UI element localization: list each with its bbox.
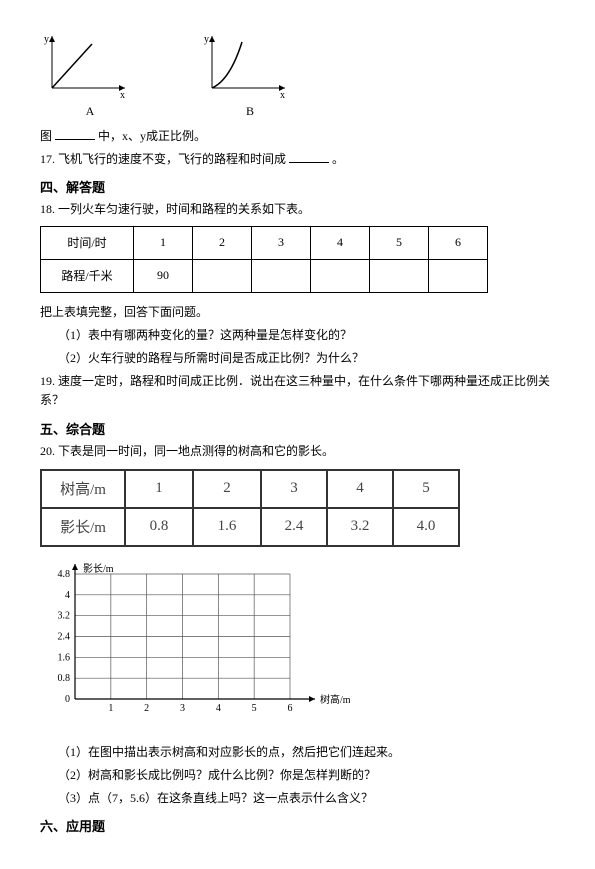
graph-a: y x A xyxy=(40,30,140,119)
table-cell xyxy=(252,259,311,292)
svg-text:2: 2 xyxy=(144,703,149,714)
table-cell: 1 xyxy=(125,470,193,508)
table-cell: 2.4 xyxy=(261,508,327,546)
svg-text:3.2: 3.2 xyxy=(58,610,71,621)
table-cell xyxy=(429,259,488,292)
small-graphs: y x A y x B xyxy=(40,30,555,119)
svg-text:4.8: 4.8 xyxy=(58,569,71,580)
table-cell: 2 xyxy=(193,226,252,259)
svg-text:y: y xyxy=(44,34,49,45)
q20-intro: 20. 下表是同一时间，同一地点测得的树高和它的影长。 xyxy=(40,442,555,461)
q19-num: 19. xyxy=(40,374,55,388)
table-cell: 4 xyxy=(327,470,393,508)
table-cell: 1 xyxy=(134,226,193,259)
section-5-title: 五、综合题 xyxy=(40,419,555,438)
svg-text:0.8: 0.8 xyxy=(58,673,71,684)
table-cell: 2 xyxy=(193,470,261,508)
svg-text:5: 5 xyxy=(252,703,257,714)
svg-text:x: x xyxy=(120,90,125,100)
table-cell xyxy=(311,259,370,292)
section-4-title: 四、解答题 xyxy=(40,177,555,196)
svg-text:1.6: 1.6 xyxy=(58,652,71,663)
q16-line: 图 中，x、y成正比例。 xyxy=(40,127,555,146)
q18-text: 一列火车匀速行驶，时间和路程的关系如下表。 xyxy=(58,202,310,216)
table-cell: 6 xyxy=(429,226,488,259)
svg-text:6: 6 xyxy=(288,703,293,714)
svg-text:4: 4 xyxy=(65,590,70,601)
q17-num: 17. xyxy=(40,152,55,166)
table-cell: 5 xyxy=(393,470,459,508)
q19-text: 速度一定时，路程和时间成正比例．说出在这三种量中，在什么条件下哪两种量还成正比例… xyxy=(40,374,550,407)
svg-text:3: 3 xyxy=(180,703,185,714)
blank-fill xyxy=(55,127,95,140)
q18-num: 18. xyxy=(40,202,55,216)
svg-text:2.4: 2.4 xyxy=(58,631,71,642)
q18-intro: 18. 一列火车匀速行驶，时间和路程的关系如下表。 xyxy=(40,200,555,219)
table-cell: 90 xyxy=(134,259,193,292)
q17-text: 飞机飞行的速度不变，飞行的路程和时间成 xyxy=(58,152,286,166)
table-cell: 1.6 xyxy=(193,508,261,546)
svg-text:树高/m: 树高/m xyxy=(320,693,350,706)
q19-line: 19. 速度一定时，路程和时间成正比例．说出在这三种量中，在什么条件下哪两种量还… xyxy=(40,372,555,410)
svg-text:影长/m: 影长/m xyxy=(83,563,114,575)
table-cell: 时间/时 xyxy=(41,226,134,259)
table-cell xyxy=(193,259,252,292)
table-cell: 影长/m xyxy=(41,508,125,546)
q20-text: 下表是同一时间，同一地点测得的树高和它的影长。 xyxy=(58,444,334,458)
table-cell: 5 xyxy=(370,226,429,259)
grid-chart: 0 0.8 1.6 2.4 3.2 4 4.8 1 2 3 4 5 6 影长/m 树高/m xyxy=(40,559,555,733)
table-row: 时间/时123456 xyxy=(41,226,488,259)
graph-b-label: B xyxy=(200,104,300,119)
graph-a-label: A xyxy=(40,104,140,119)
q18-after: 把上表填完整，回答下面问题。 xyxy=(40,303,555,322)
q16-suffix: 中，x、y成正比例。 xyxy=(98,129,206,143)
q17-suffix: 。 xyxy=(332,152,344,166)
svg-text:0: 0 xyxy=(65,694,70,705)
table-cell: 0.8 xyxy=(125,508,193,546)
svg-text:4: 4 xyxy=(216,703,221,714)
q16-prefix: 图 xyxy=(40,129,52,143)
q18-s2: （2）火车行驶的路程与所需时间是否成正比例？为什么？ xyxy=(58,349,555,368)
table-cell: 路程/千米 xyxy=(41,259,134,292)
q20-s1: （1）在图中描出表示树高和对应影长的点，然后把它们连起来。 xyxy=(58,743,555,762)
table-cell: 4 xyxy=(311,226,370,259)
table-row: 树高/m12345 xyxy=(41,470,459,508)
q18-table: 时间/时123456 路程/千米90 xyxy=(40,226,488,293)
table-row: 路程/千米90 xyxy=(41,259,488,292)
table-row: 影长/m0.81.62.43.24.0 xyxy=(41,508,459,546)
table-cell xyxy=(370,259,429,292)
svg-text:y: y xyxy=(204,34,209,45)
section-6-title: 六、应用题 xyxy=(40,816,555,835)
blank-fill xyxy=(289,150,329,163)
graph-b: y x B xyxy=(200,30,300,119)
q20-table: 树高/m12345 影长/m0.81.62.43.24.0 xyxy=(40,469,460,547)
q20-s3: （3）点（7，5.6）在这条直线上吗？这一点表示什么含义？ xyxy=(58,789,555,808)
table-cell: 3 xyxy=(252,226,311,259)
svg-text:x: x xyxy=(280,90,285,100)
table-cell: 3 xyxy=(261,470,327,508)
table-cell: 树高/m xyxy=(41,470,125,508)
q18-s1: （1）表中有哪两种变化的量？这两种量是怎样变化的？ xyxy=(58,326,555,345)
q20-num: 20. xyxy=(40,444,55,458)
svg-text:1: 1 xyxy=(108,703,113,714)
q17-line: 17. 飞机飞行的速度不变，飞行的路程和时间成 。 xyxy=(40,150,555,169)
table-cell: 4.0 xyxy=(393,508,459,546)
table-cell: 3.2 xyxy=(327,508,393,546)
q20-s2: （2）树高和影长成比例吗？成什么比例？你是怎样判断的？ xyxy=(58,766,555,785)
